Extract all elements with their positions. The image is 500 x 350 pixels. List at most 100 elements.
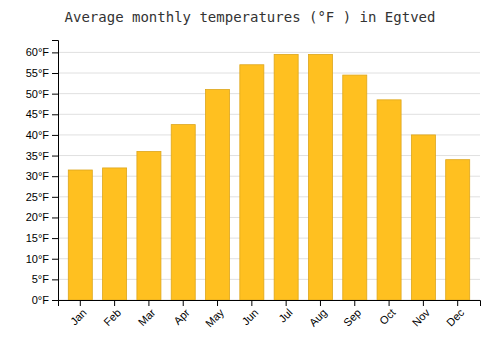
x-tick-label: Oct (377, 306, 398, 327)
y-tick-label: 15°F (26, 232, 50, 244)
y-tick-label: 40°F (26, 129, 50, 141)
x-axis-line (59, 301, 481, 307)
y-tick-mark (52, 52, 58, 53)
x-tick-mark (114, 300, 115, 306)
y-tick: 25°F (26, 191, 58, 203)
y-tick: 10°F (26, 253, 58, 265)
grid-line (58, 93, 480, 94)
y-tick-label: 50°F (26, 88, 50, 100)
bar (206, 90, 230, 300)
bar (308, 54, 332, 300)
x-tick-mark (457, 300, 458, 306)
y-tick-mark (52, 279, 58, 280)
y-tick: 35°F (26, 150, 58, 162)
y-tick: 55°F (26, 67, 58, 79)
x-tick-label: Aug (307, 306, 329, 328)
bar (343, 75, 367, 300)
y-tick-label: 30°F (26, 170, 50, 182)
y-tick: 50°F (26, 88, 58, 100)
bar (240, 65, 264, 300)
grid-line (58, 73, 480, 74)
bar (411, 135, 435, 300)
y-tick-mark (52, 94, 58, 95)
x-tick-mark (389, 300, 390, 306)
y-tick-mark (52, 135, 58, 136)
x-tick-label: Dec (444, 306, 467, 329)
y-tick-mark (52, 156, 58, 157)
x-tick-label: Sep (341, 306, 363, 328)
bar (446, 160, 470, 300)
y-tick: 45°F (26, 108, 58, 120)
x-tick: Nov (410, 300, 433, 329)
bar (137, 151, 161, 300)
x-tick: Sep (341, 300, 363, 329)
grid-line (58, 52, 480, 53)
y-tick-label: 55°F (26, 67, 50, 79)
y-tick-label: 35°F (26, 150, 50, 162)
x-tick-label: May (203, 306, 227, 330)
x-tick: Mar (136, 300, 158, 328)
x-tick-mark (320, 300, 321, 306)
y-tick-mark (52, 217, 58, 218)
x-tick-mark (148, 300, 149, 306)
y-tick-mark (52, 176, 58, 177)
y-axis: 0°F 5°F 10°F 15°F 20°F 25°F 30°F 35°F 40°F 45°F 50… (26, 41, 59, 307)
x-tick-mark (286, 300, 287, 306)
bar (103, 168, 127, 300)
bar (274, 54, 298, 300)
x-tick-mark (183, 300, 184, 306)
y-tick: 15°F (26, 232, 58, 244)
x-tick: Jan (68, 300, 89, 327)
y-tick: 30°F (26, 170, 58, 182)
y-tick: 60°F (26, 46, 58, 58)
y-tick-label: 10°F (26, 253, 50, 265)
y-tick-label: 25°F (26, 191, 50, 203)
x-tick-label: Feb (101, 306, 123, 328)
bar (68, 170, 92, 300)
x-tick-label: Mar (136, 306, 158, 328)
y-tick-label: 45°F (26, 108, 50, 120)
y-tick: 5°F (32, 273, 58, 285)
bar (377, 100, 401, 300)
chart: Jan Feb Mar Apr May Jun Jul Aug Sep Oct Nov Dec 0°F 5… (0, 0, 500, 350)
grid (58, 52, 480, 300)
title: Average monthly temperatures (°F ) in Eg… (65, 9, 436, 25)
x-tick: Jun (239, 300, 260, 327)
y-axis-line (52, 41, 59, 301)
y-tick-label: 20°F (26, 211, 50, 223)
y-tick-mark (52, 73, 58, 74)
y-tick-label: 5°F (32, 273, 50, 285)
y-tick-label: 60°F (26, 46, 50, 58)
bars (68, 54, 469, 300)
x-tick: Aug (307, 300, 329, 329)
x-tick: Feb (101, 300, 123, 328)
x-tick: Jul (276, 300, 294, 325)
y-tick-mark (52, 238, 58, 239)
y-tick-mark (52, 259, 58, 260)
x-axis: Jan Feb Mar Apr May Jun Jul Aug Sep Oct Nov Dec (59, 300, 481, 329)
x-tick: Apr (171, 300, 192, 327)
y-tick-mark (52, 300, 58, 301)
x-tick-mark (251, 300, 252, 306)
x-tick: Oct (377, 300, 398, 327)
x-tick-label: Jul (276, 306, 294, 324)
grid-line (58, 114, 480, 115)
x-tick: Dec (444, 300, 467, 329)
y-tick-mark (52, 114, 58, 115)
x-tick-label: Apr (171, 306, 192, 327)
x-tick-mark (217, 300, 218, 306)
y-tick-mark (52, 197, 58, 198)
x-tick-label: Nov (410, 306, 433, 329)
y-tick: 40°F (26, 129, 58, 141)
y-tick: 20°F (26, 211, 58, 223)
y-tick-label: 0°F (32, 294, 50, 306)
x-tick-mark (423, 300, 424, 306)
x-tick-label: Jan (68, 306, 89, 327)
x-tick-label: Jun (239, 306, 260, 327)
x-tick: May (203, 300, 227, 329)
y-tick: 0°F (32, 294, 58, 306)
bar (171, 125, 195, 300)
x-tick-mark (80, 300, 81, 306)
plot: Jan Feb Mar Apr May Jun Jul Aug Sep Oct Nov Dec 0°F 5… (26, 41, 481, 330)
x-tick-mark (354, 300, 355, 306)
